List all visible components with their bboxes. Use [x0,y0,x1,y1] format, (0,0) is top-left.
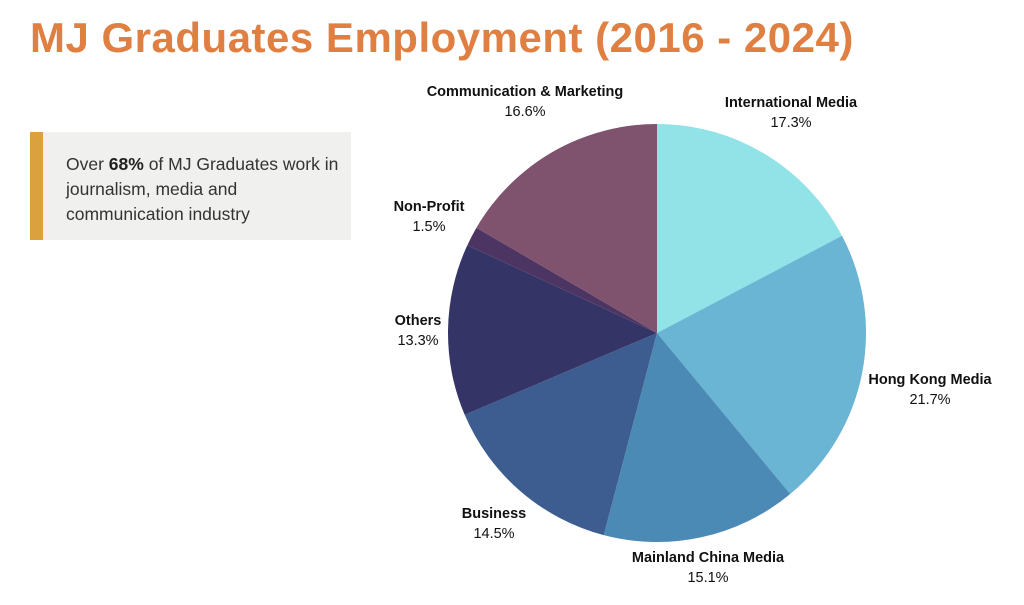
pie-slice-hong-kong-media [657,235,866,495]
page-title: MJ Graduates Employment (2016 - 2024) [30,14,854,61]
slice-label-international-media: International Media [725,95,858,111]
pie-slice-business [464,333,657,536]
callout-highlight: 68% [108,154,144,174]
slice-value-mainland-china-media: 15.1% [687,570,728,586]
callout-suffix: of MJ Graduates work in journalism, medi… [66,154,339,224]
callout-text: Over 68% of MJ Graduates work in journal… [66,152,346,227]
slice-value-international-media: 17.3% [770,115,811,131]
callout-prefix: Over [66,154,109,174]
pie-slice-international-media [657,124,843,333]
pie-slice-mainland-china-media [603,333,791,542]
slice-value-business: 14.5% [473,526,514,542]
pie-slice-communication-and-marketing [476,123,657,333]
slice-label-non-profit: Non-Profit [394,199,465,215]
pie-slice-non-profit [467,227,657,333]
slice-label-hong-kong-media: Hong Kong Media [868,372,992,388]
slice-value-others: 13.3% [397,333,438,349]
pie-slices [448,123,866,542]
pie-labels: International Media 17.3% Hong Kong Media 2… [394,84,993,586]
slice-value-hong-kong-media: 21.7% [909,392,950,408]
slice-value-communication-and-marketing: 16.6% [504,104,545,120]
pie-slice-others [448,245,657,415]
slice-value-non-profit: 1.5% [412,219,445,235]
slice-label-communication-and-marketing: Communication & Marketing [427,84,624,100]
slice-label-business: Business [462,506,526,522]
slice-label-others: Others [395,313,442,329]
slice-label-mainland-china-media: Mainland China Media [632,550,785,566]
callout-accent-bar [30,132,43,240]
highlight-callout: Over 68% of MJ Graduates work in journal… [30,132,351,240]
